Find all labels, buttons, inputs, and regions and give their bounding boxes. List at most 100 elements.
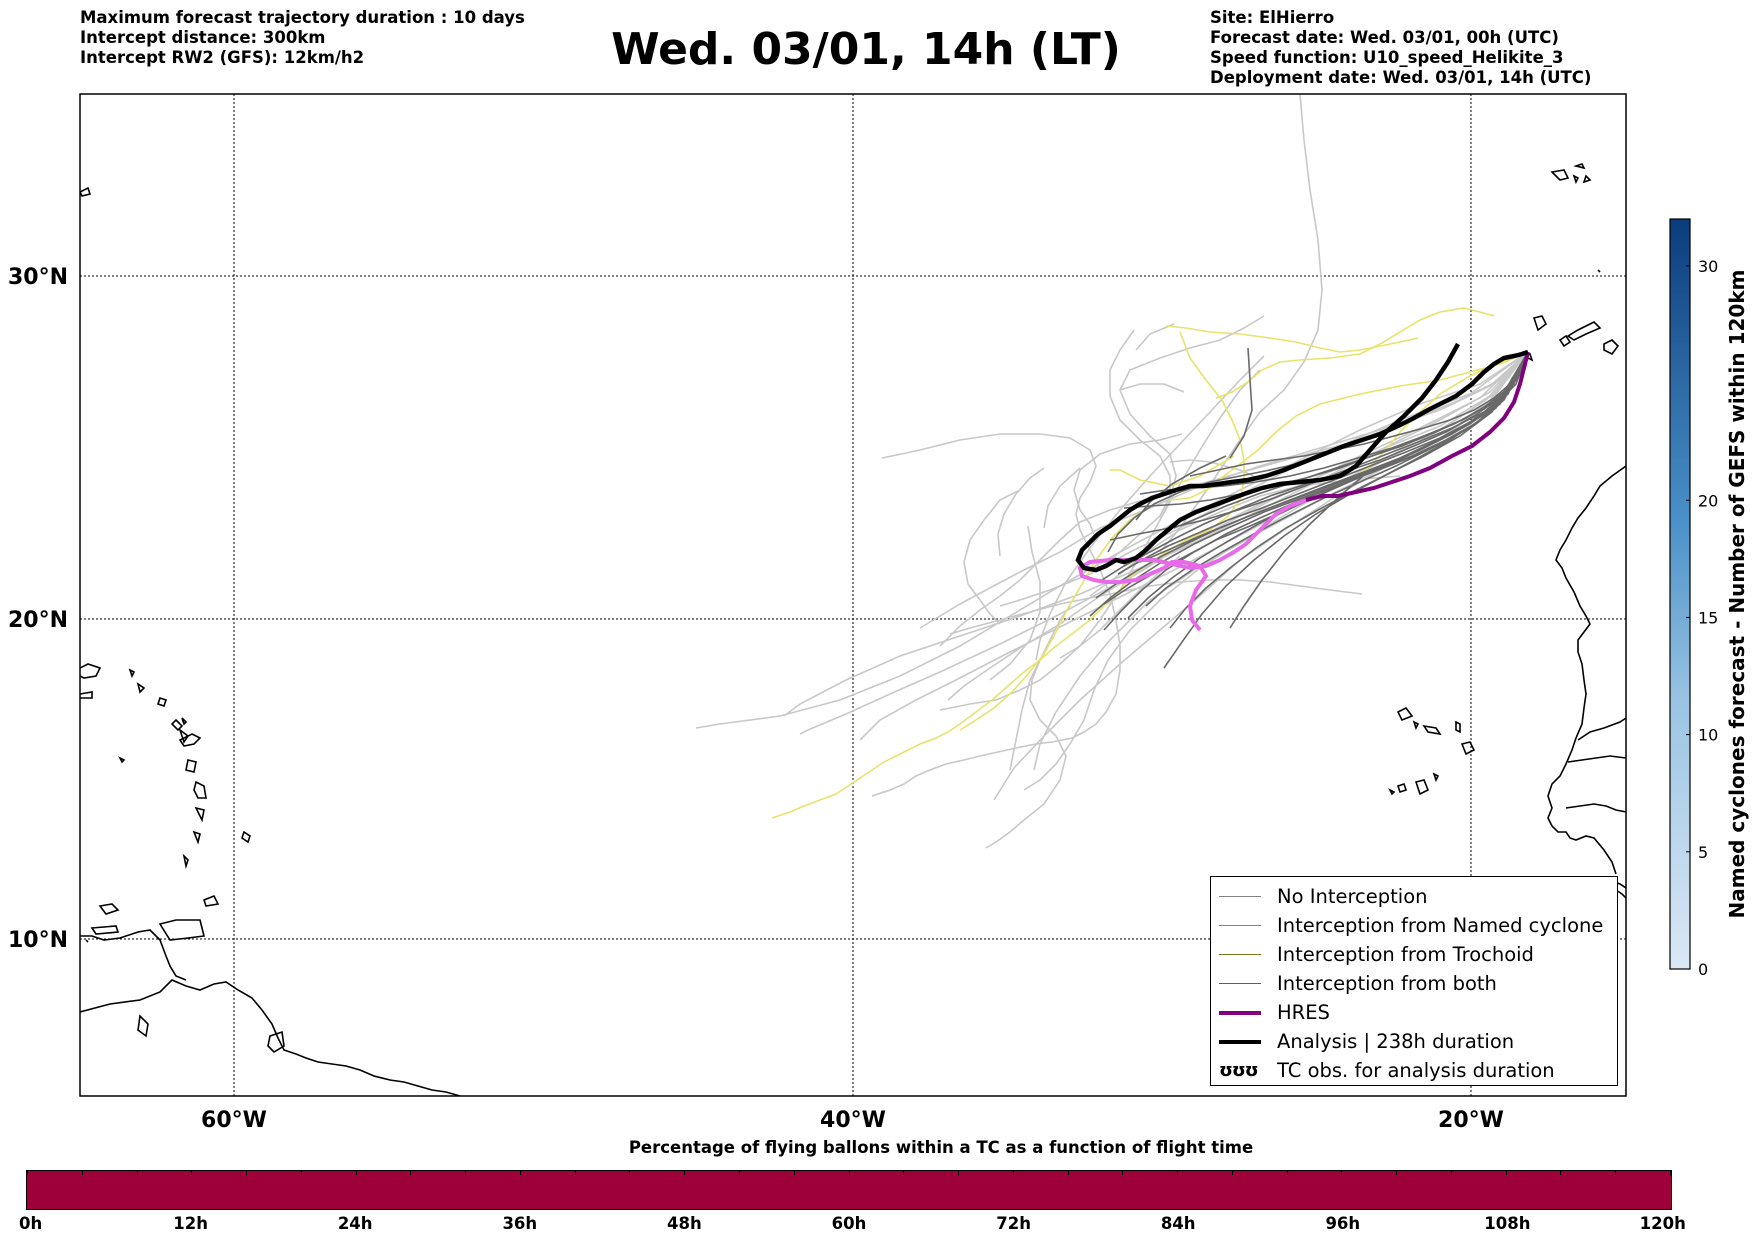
hres-trajectory: [1305, 351, 1530, 502]
coast-antilles-7: [118, 756, 126, 764]
intercept-distance-text: Intercept distance: 300km: [80, 28, 326, 47]
timebar-minor-tick: [410, 1171, 412, 1175]
coast-antilles-1: [128, 668, 136, 679]
timebar-minor-tick: [1067, 1171, 1069, 1175]
intercept-rw2-text: Intercept RW2 (GFS): 12km/h2: [80, 48, 365, 67]
header-right-info: Site: ElHierro Forecast date: Wed. 03/01…: [1210, 8, 1591, 88]
traj-yellow-5: [1179, 331, 1245, 501]
max-duration-text: Maximum forecast trajectory duration : 1…: [80, 8, 525, 27]
coast-dominica: [185, 759, 197, 773]
coast-antilles-3: [156, 696, 168, 708]
coast-antilles-5: [178, 727, 190, 744]
legend-swatch: [1219, 954, 1261, 955]
timebar-tick-label: 72h: [996, 1214, 1031, 1233]
coast-tobago: [203, 894, 220, 907]
coast-margarita: [98, 903, 120, 915]
timebar-minor-tick: [27, 1171, 28, 1175]
colorbar-label: Named cyclones forecast - Number of GEFS…: [1725, 270, 1749, 919]
legend-item: Interception from Trochoid: [1211, 940, 1617, 969]
page-title: Wed. 03/01, 14h (LT): [611, 24, 1121, 75]
traj-light-29: [1135, 323, 1175, 351]
legend-label: No Interception: [1277, 885, 1428, 908]
timebar-minor-tick: [191, 1171, 193, 1175]
timebar-minor-tick: [1341, 1171, 1343, 1175]
legend-swatch: [1219, 925, 1261, 926]
traj-dark-12: [1173, 351, 1529, 529]
traj-light-21: [949, 579, 1363, 635]
coast-barbados: [241, 830, 251, 844]
timebar-minor-tick: [1450, 1171, 1452, 1175]
timebar-tick-label: 48h: [667, 1214, 702, 1233]
timebar-minor-tick: [738, 1171, 740, 1175]
legend-swatch: [1219, 1010, 1261, 1015]
coast-puerto-rico: [80, 691, 93, 699]
colorbar-tick-label: 20: [1698, 491, 1718, 510]
deployment-date-text: Deployment date: Wed. 03/01, 14h (UTC): [1210, 68, 1592, 87]
coast-cape-verde-sao-nicolau: [1422, 724, 1442, 736]
lat-label-10n: 10°N: [8, 928, 68, 953]
hres-light-trajectory: [1077, 498, 1307, 632]
lon-label-60w: 60°W: [201, 1108, 267, 1133]
coast-st-vincent: [192, 830, 201, 845]
traj-light-16: [1073, 433, 1183, 541]
legend-label: Interception from Named cyclone: [1277, 914, 1604, 937]
colorbar: 0 5 10 15 20 30 Named cyclones forecast - Num…: [1669, 218, 1749, 979]
coast-trinidad: [267, 1030, 285, 1054]
lon-label-20w: 20°W: [1438, 1108, 1504, 1133]
coast-islands-a: [90, 925, 120, 935]
legend-item: Analysis | 238h duration: [1211, 1027, 1617, 1056]
timebar-tick-label: 24h: [337, 1214, 373, 1233]
coast-st-lucia: [194, 806, 205, 823]
coast-bahamas: [80, 186, 92, 197]
colorbar-gradient: [1669, 218, 1691, 970]
colorbar-tick-label: 10: [1698, 726, 1718, 745]
traj-dark-11: [1169, 351, 1529, 629]
legend-swatch: [1219, 983, 1261, 984]
map-legend: No Interception Interception from Named c…: [1210, 876, 1618, 1086]
timebar-minor-tick: [1122, 1171, 1124, 1175]
colorbar-tick-label: 5: [1698, 843, 1708, 862]
site-text: Site: ElHierro: [1210, 8, 1335, 27]
coast-cape-verde-santo-antao: [1396, 706, 1414, 722]
traj-dark-19: [1229, 347, 1253, 459]
traj-light-13: [1035, 355, 1265, 661]
timebar-tick-label: 120h: [1639, 1214, 1686, 1233]
timebar-tick-label: 12h: [173, 1214, 208, 1233]
traj-light-14: [1159, 94, 1323, 553]
timebar: [26, 1170, 1672, 1210]
timebar-minor-tick: [629, 1171, 631, 1175]
coast-cape-verde-fogo: [1396, 782, 1408, 794]
colorbar-tick-label: 0: [1698, 960, 1708, 979]
traj-yellow-3: [1165, 325, 1419, 353]
traj-light-18: [985, 605, 1071, 849]
timebar-minor-tick: [300, 1171, 302, 1175]
lat-label-20n: 20°N: [8, 608, 68, 633]
timebar-minor-tick: [246, 1171, 248, 1175]
coast-gambia: [1567, 755, 1626, 763]
coast-paria: [80, 929, 187, 981]
timebar-tick-label: 0h: [19, 1214, 43, 1233]
traj-light-22: [999, 351, 1529, 607]
coast-madeira-2: [1573, 163, 1586, 170]
coast-antilles-4: [170, 718, 184, 732]
coast-south-america: [80, 979, 461, 1096]
coast-canary-tenerife: [1558, 334, 1572, 348]
legend-label: Analysis | 238h duration: [1277, 1030, 1515, 1053]
timebar-minor-tick: [793, 1171, 795, 1175]
timebar-minor-tick: [958, 1171, 960, 1175]
timebar-minor-tick: [1560, 1171, 1562, 1175]
speed-function-text: Speed function: U10_speed_Helikite_3: [1210, 48, 1564, 67]
legend-item: ʊʊʊ TC obs. for analysis duration: [1211, 1056, 1617, 1085]
timebar-minor-tick: [1231, 1171, 1233, 1175]
legend-label: HRES: [1277, 1001, 1330, 1024]
legend-swatch: [1219, 1039, 1261, 1044]
traj-yellow-2: [1215, 307, 1495, 399]
traj-dark-15: [1107, 463, 1297, 553]
traj-light-28: [1119, 383, 1185, 393]
timebar-minor-tick: [574, 1171, 576, 1175]
coast-madeira: [1550, 169, 1570, 181]
colorbar-tick-label: 30: [1698, 257, 1718, 276]
timebar-minor-tick: [1286, 1171, 1288, 1175]
coast-cape-verde-santiago: [1414, 779, 1430, 796]
timebar-minor-tick: [848, 1171, 850, 1175]
